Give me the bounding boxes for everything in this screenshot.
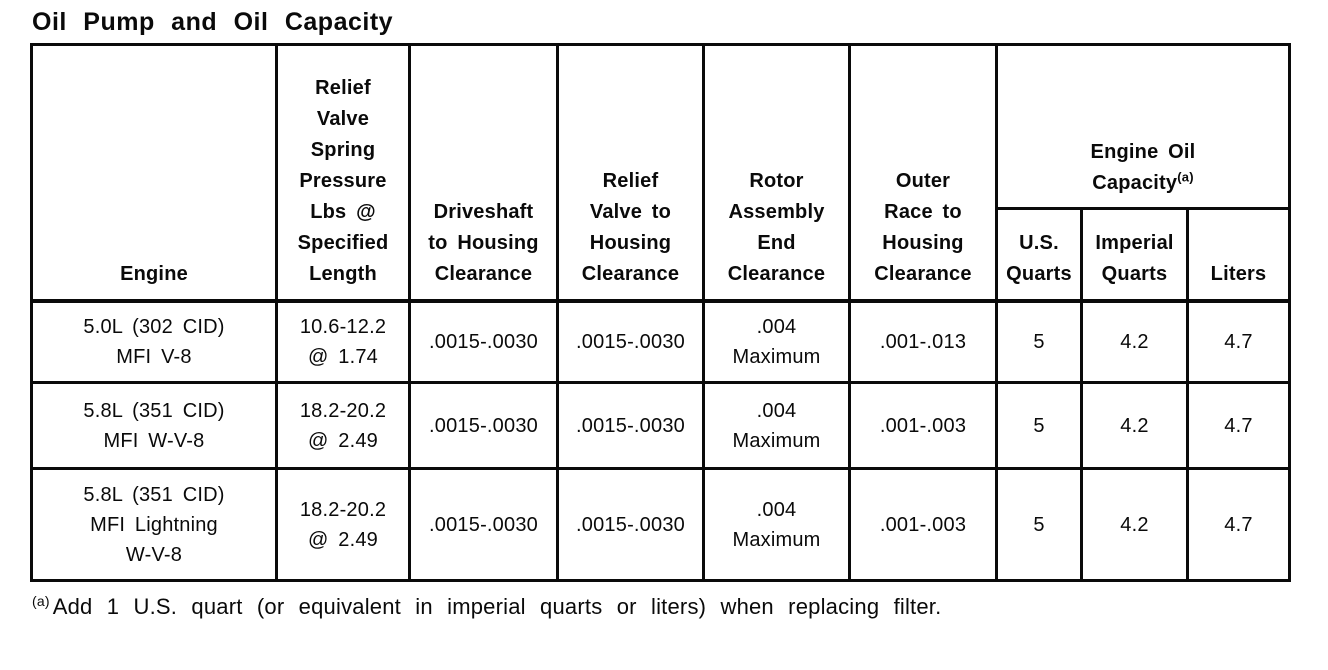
footnote: (a) Add 1 U.S. quart (or equivalent in im… xyxy=(32,594,1292,620)
table-row-engine-5.8l-lightning: 5.8L (351 CID) MFI Lightning W-V-8 18.2-… xyxy=(30,467,1291,582)
cell-engine: 5.8L (351 CID) MFI W-V-8 xyxy=(30,381,278,470)
footnote-ref-a: (a) xyxy=(1177,169,1194,185)
cell-imperial-quarts: 4.2 xyxy=(1080,381,1189,470)
cell-rotor-end-clearance: .004 Maximum xyxy=(702,381,851,470)
cell-engine: 5.8L (351 CID) MFI Lightning W-V-8 xyxy=(30,467,278,582)
table-row-engine-5.0l: 5.0L (302 CID) MFI V-8 10.6-12.2 @ 1.74 … xyxy=(30,298,1291,384)
cell-liters: 4.7 xyxy=(1186,381,1291,470)
cell-us-quarts: 5 xyxy=(995,467,1083,582)
col-header-outer-race-to-housing-clearance: Outer Race to Housing Clearance xyxy=(848,43,998,302)
footnote-marker: (a) xyxy=(32,592,50,609)
cell-relief-valve-spring: 18.2-20.2 @ 2.49 xyxy=(275,467,411,582)
cell-liters: 4.7 xyxy=(1186,298,1291,384)
cell-driveshaft-clearance: .0015-.0030 xyxy=(408,298,559,384)
cell-outer-race-clearance: .001-.003 xyxy=(848,381,998,470)
cell-imperial-quarts: 4.2 xyxy=(1080,467,1189,582)
engine-oil-capacity-label: Engine Oil Capacity xyxy=(1090,141,1196,194)
oil-pump-capacity-table: Engine Relief Valve Spring Pressure Lbs … xyxy=(30,43,1291,582)
cell-rotor-end-clearance: .004 Maximum xyxy=(702,298,851,384)
header-row-main: Engine Relief Valve Spring Pressure Lbs … xyxy=(30,43,1291,302)
cell-relief-valve-spring: 10.6-12.2 @ 1.74 xyxy=(275,298,411,384)
col-header-relief-valve-spring-pressure: Relief Valve Spring Pressure Lbs @ Speci… xyxy=(275,43,411,302)
cell-driveshaft-clearance: .0015-.0030 xyxy=(408,381,559,470)
col-group-engine-oil-capacity: Engine Oil Capacity(a) xyxy=(995,43,1291,210)
cell-outer-race-clearance: .001-.013 xyxy=(848,298,998,384)
page-title: Oil Pump and Oil Capacity xyxy=(32,8,394,36)
col-header-rotor-assembly-end-clearance: Rotor Assembly End Clearance xyxy=(702,43,851,302)
table-header: Engine Relief Valve Spring Pressure Lbs … xyxy=(30,43,1291,302)
footnote-text: Add 1 U.S. quart (or equivalent in imper… xyxy=(52,594,942,619)
cell-relief-valve-clearance: .0015-.0030 xyxy=(556,467,705,582)
cell-engine: 5.0L (302 CID) MFI V-8 xyxy=(30,298,278,384)
col-header-liters: Liters xyxy=(1186,207,1291,302)
cell-us-quarts: 5 xyxy=(995,381,1083,470)
col-header-engine: Engine xyxy=(30,43,278,302)
cell-outer-race-clearance: .001-.003 xyxy=(848,467,998,582)
cell-rotor-end-clearance: .004 Maximum xyxy=(702,467,851,582)
table-row-engine-5.8l-wv8: 5.8L (351 CID) MFI W-V-8 18.2-20.2 @ 2.4… xyxy=(30,381,1291,470)
header-row-capacity-units: U.S. Quarts Imperial Quarts Liters xyxy=(32,207,1291,302)
col-header-driveshaft-to-housing-clearance: Driveshaft to Housing Clearance xyxy=(408,43,559,302)
cell-us-quarts: 5 xyxy=(995,298,1083,384)
cell-relief-valve-clearance: .0015-.0030 xyxy=(556,298,705,384)
cell-relief-valve-clearance: .0015-.0030 xyxy=(556,381,705,470)
col-header-us-quarts: U.S. Quarts xyxy=(995,207,1083,302)
col-header-relief-valve-to-housing-clearance: Relief Valve to Housing Clearance xyxy=(556,43,705,302)
cell-relief-valve-spring: 18.2-20.2 @ 2.49 xyxy=(275,381,411,470)
cell-driveshaft-clearance: .0015-.0030 xyxy=(408,467,559,582)
col-header-imperial-quarts: Imperial Quarts xyxy=(1080,207,1189,302)
cell-imperial-quarts: 4.2 xyxy=(1080,298,1189,384)
cell-liters: 4.7 xyxy=(1186,467,1291,582)
table-body: 5.0L (302 CID) MFI V-8 10.6-12.2 @ 1.74 … xyxy=(30,298,1291,582)
